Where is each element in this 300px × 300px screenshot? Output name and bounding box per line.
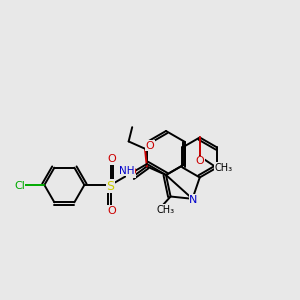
Text: O: O — [146, 141, 154, 151]
Text: Cl: Cl — [14, 181, 25, 191]
Text: CH₃: CH₃ — [214, 163, 232, 173]
Text: NH: NH — [119, 166, 134, 176]
Text: O: O — [127, 167, 136, 177]
Text: N: N — [189, 195, 198, 205]
Text: CH₃: CH₃ — [157, 205, 175, 214]
Text: O: O — [107, 154, 116, 164]
Text: O: O — [195, 156, 204, 167]
Text: O: O — [107, 206, 116, 216]
Text: S: S — [106, 179, 115, 193]
